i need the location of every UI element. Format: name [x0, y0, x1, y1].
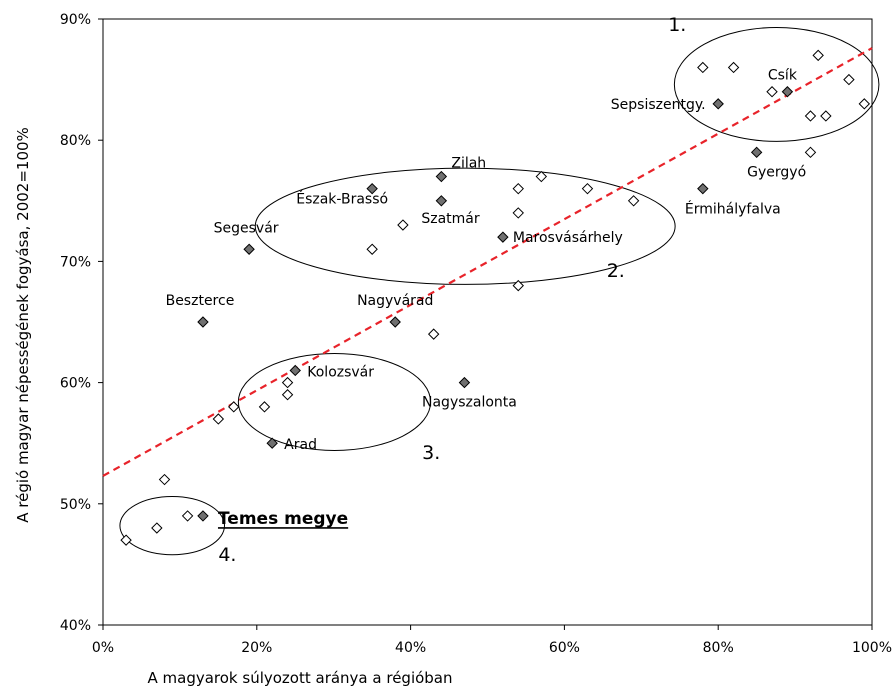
y-tick-label: 90% — [60, 12, 91, 28]
group-ellipse — [254, 167, 676, 285]
point-label: Segesvár — [214, 220, 279, 236]
data-point-open — [281, 376, 294, 389]
point-label: Beszterce — [166, 293, 235, 309]
highlight-label: Temes megye — [218, 509, 348, 529]
data-point-filled — [289, 364, 301, 377]
data-point-open — [228, 401, 240, 413]
data-point-filled — [781, 86, 794, 98]
data-point-open — [766, 86, 778, 98]
group-label: 2. — [607, 260, 625, 282]
data-point-filled — [266, 437, 278, 449]
group-label: 1. — [668, 14, 686, 36]
y-tick-label: 60% — [60, 376, 91, 392]
data-point-filled — [750, 146, 763, 159]
data-point-open — [581, 182, 594, 195]
point-label: Kolozsvár — [307, 364, 374, 380]
data-point-open — [727, 61, 740, 74]
y-tick-label: 50% — [60, 497, 91, 513]
point-label: Szatmár — [421, 211, 480, 227]
y-axis-label: A régió magyar népességének fogyása, 200… — [14, 127, 32, 523]
data-point-open — [427, 328, 440, 340]
data-point-open — [120, 534, 132, 546]
data-point-open — [820, 110, 832, 122]
point-label: Csík — [768, 68, 798, 84]
point-label: Érmihályfalva — [685, 201, 781, 218]
group-label: 3. — [422, 442, 440, 464]
x-tick-label: 100% — [852, 640, 892, 656]
data-point-filled — [497, 231, 509, 243]
data-point-filled — [389, 316, 401, 328]
point-label: Nagyvárad — [357, 293, 433, 309]
data-point-filled — [435, 170, 448, 183]
data-point-open — [151, 522, 163, 534]
data-point-filled — [243, 243, 255, 255]
group-ellipse — [673, 26, 880, 142]
point-label: Nagyszalonta — [422, 395, 517, 411]
data-point-open — [397, 219, 409, 231]
point-label: Gyergyó — [747, 164, 806, 180]
data-point-filled — [197, 510, 209, 522]
x-tick-label: 40% — [395, 640, 426, 656]
point-label: Zilah — [451, 156, 486, 172]
data-point-open — [181, 510, 194, 522]
point-label: Észak-Brassó — [296, 191, 388, 208]
data-point-open — [512, 182, 524, 195]
data-point-open — [158, 473, 171, 486]
data-point-open — [281, 389, 294, 401]
y-tick-label: 40% — [60, 618, 91, 634]
y-tick-label: 80% — [60, 133, 91, 149]
data-point-open — [535, 170, 548, 183]
data-point-open — [812, 49, 824, 62]
y-tick-label: 70% — [60, 254, 91, 270]
x-tick-label: 0% — [92, 640, 114, 656]
x-tick-label: 80% — [703, 640, 734, 656]
data-point-open — [512, 207, 524, 219]
x-tick-label: 60% — [549, 640, 580, 656]
data-point-open — [804, 110, 817, 122]
data-point-open — [804, 146, 817, 159]
data-point-open — [697, 61, 709, 74]
data-point-open — [843, 73, 855, 86]
data-point-filled — [697, 182, 709, 195]
data-point-open — [212, 413, 225, 425]
point-label: Sepsiszentgy. — [611, 97, 706, 113]
x-tick-label: 20% — [241, 640, 272, 656]
group-ellipse — [119, 496, 226, 556]
data-point-open — [512, 279, 524, 292]
plot-area — [102, 18, 873, 626]
point-label: Marosvásárhely — [513, 230, 623, 246]
data-point-filled — [366, 182, 378, 195]
data-point-open — [858, 98, 871, 110]
trendline — [102, 47, 873, 477]
data-point-filled — [435, 195, 448, 207]
data-point-filled — [458, 376, 471, 389]
data-point-filled — [712, 98, 724, 110]
data-point-open — [366, 243, 378, 255]
x-axis-label: A magyarok súlyozott aránya a régióban — [147, 669, 452, 687]
group-label: 4. — [218, 544, 236, 566]
data-point-open — [258, 401, 271, 413]
data-point-open — [627, 195, 640, 207]
group-ellipse — [237, 353, 432, 451]
point-label: Arad — [284, 437, 317, 453]
data-point-filled — [197, 316, 209, 328]
